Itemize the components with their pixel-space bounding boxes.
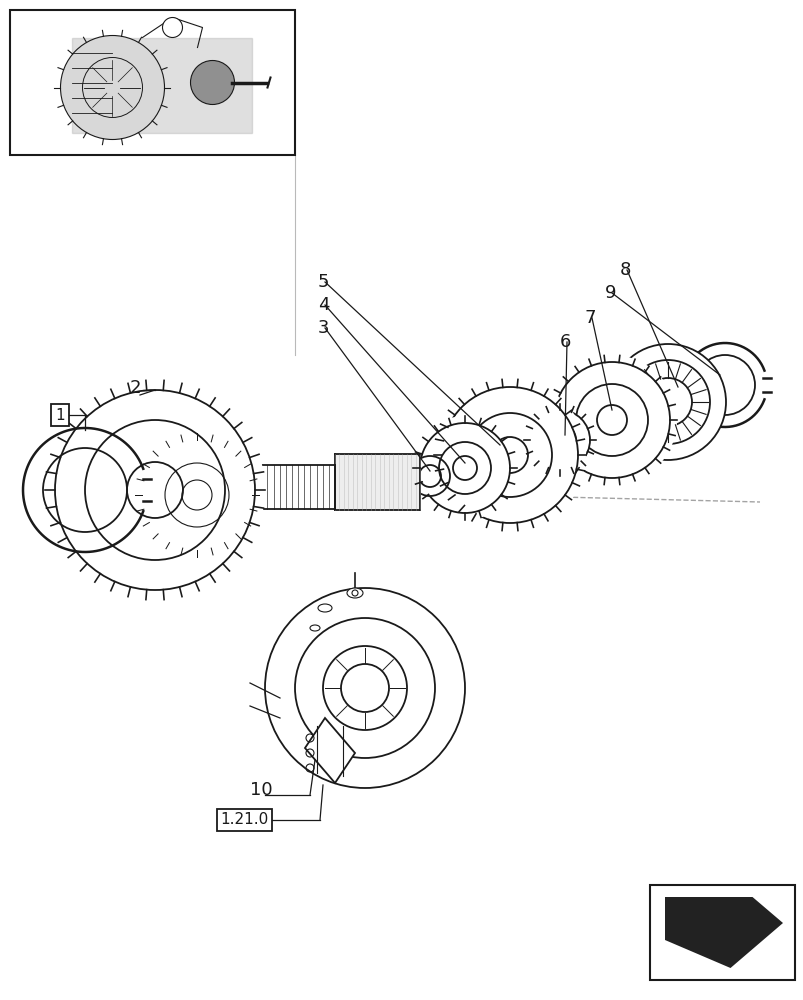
Ellipse shape xyxy=(190,61,234,105)
Ellipse shape xyxy=(135,433,259,557)
Ellipse shape xyxy=(45,380,265,600)
Text: 3: 3 xyxy=(318,319,329,337)
Ellipse shape xyxy=(442,387,577,523)
Ellipse shape xyxy=(55,390,255,590)
Ellipse shape xyxy=(318,604,332,612)
Text: 2: 2 xyxy=(130,379,141,397)
Polygon shape xyxy=(72,38,252,133)
Ellipse shape xyxy=(419,423,509,513)
Ellipse shape xyxy=(609,344,725,460)
Text: 6: 6 xyxy=(560,333,571,351)
Ellipse shape xyxy=(265,588,464,788)
Ellipse shape xyxy=(310,625,320,631)
Ellipse shape xyxy=(529,410,589,470)
Text: 7: 7 xyxy=(585,309,596,327)
Text: 1.21.0: 1.21.0 xyxy=(220,812,268,827)
Text: 1: 1 xyxy=(55,408,65,422)
Text: 4: 4 xyxy=(318,296,329,314)
Ellipse shape xyxy=(546,355,676,485)
Ellipse shape xyxy=(524,404,595,476)
Text: 5: 5 xyxy=(318,273,329,291)
Text: 9: 9 xyxy=(604,284,616,302)
Ellipse shape xyxy=(410,456,450,496)
Ellipse shape xyxy=(142,440,251,550)
Ellipse shape xyxy=(434,379,585,531)
Polygon shape xyxy=(200,465,335,509)
Ellipse shape xyxy=(347,588,362,598)
Circle shape xyxy=(162,18,182,38)
Text: 10: 10 xyxy=(250,781,272,799)
Polygon shape xyxy=(752,897,782,923)
Ellipse shape xyxy=(60,36,165,140)
Polygon shape xyxy=(335,454,419,510)
Text: 8: 8 xyxy=(619,261,630,279)
Ellipse shape xyxy=(413,416,516,520)
Polygon shape xyxy=(304,718,355,783)
Polygon shape xyxy=(664,897,782,968)
Ellipse shape xyxy=(553,362,669,478)
